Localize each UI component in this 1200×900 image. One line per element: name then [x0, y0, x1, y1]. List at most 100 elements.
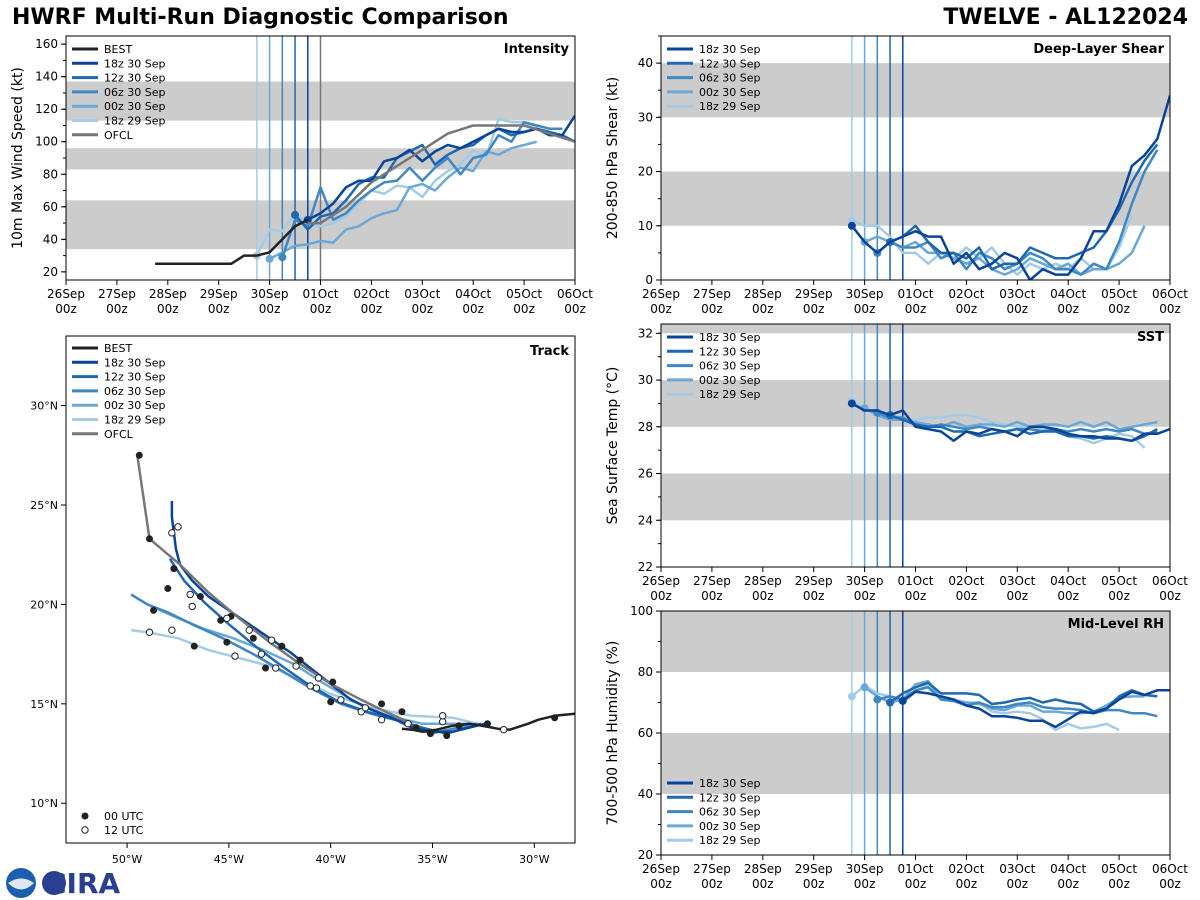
shear-ylabel: 200-850 hPa Shear (kt) — [605, 77, 621, 239]
track-marker-00utc — [164, 585, 172, 593]
intensity-xtick-label-hour: 00z — [564, 302, 586, 316]
sst-xtick-label: 06Oct — [1152, 574, 1188, 588]
shear-ytick-label: 30 — [638, 110, 653, 124]
rh-init-point-18z-30-sep — [898, 696, 907, 705]
shear-xtick-label-hour: 00z — [701, 302, 723, 316]
noaa-wave-icon — [8, 878, 34, 890]
intensity-xtick-label-hour: 00z — [513, 302, 535, 316]
shear-init-point-18z-30-sep — [847, 221, 856, 230]
track-xtick-label: 30°W — [519, 853, 549, 866]
rh-init-point-12z-30-sep — [886, 698, 895, 707]
shear-series-18z-30-sep — [850, 95, 1170, 280]
rh-band-1 — [661, 611, 1170, 672]
sst-xtick-label-hour: 00z — [752, 589, 774, 603]
track-marker-00utc — [196, 592, 204, 600]
shear-series-18z-29-sep — [851, 214, 1133, 276]
storm-id-title: TWELVE - AL122024 — [943, 5, 1188, 30]
intensity-legend-label: 12z 30 Sep — [104, 72, 166, 85]
cira-logo: CIRA — [6, 867, 121, 900]
track-marker-00utc — [551, 714, 559, 722]
shear-xtick-label-hour: 00z — [854, 302, 876, 316]
sst-band-0 — [661, 473, 1170, 521]
track-marker-00utc — [455, 722, 463, 730]
track-marker-12utc — [438, 718, 447, 726]
sst-series-18z-30-sep — [851, 402, 1170, 443]
rh-ytick-label: 100 — [630, 604, 653, 618]
rh-xtick-label-hour: 00z — [854, 877, 876, 891]
shear-xtick-label-hour: 00z — [956, 302, 978, 316]
intensity-series-18z-30-sep — [307, 115, 575, 221]
sst-xtick-label-hour: 00z — [701, 589, 723, 603]
sst-xtick-label-hour: 00z — [905, 589, 927, 603]
track-ytick-label: 25°N — [30, 499, 58, 512]
intensity-xtick-label: 05Oct — [506, 287, 542, 301]
intensity-legend-label: BEST — [104, 43, 132, 56]
shear-xtick-label: 26Sep — [642, 287, 680, 301]
shear-xtick-label-hour: 00z — [1108, 302, 1130, 316]
shear-xtick-label: 02Oct — [948, 287, 984, 301]
track-series-12z-30-sep — [168, 558, 482, 735]
track-frame — [65, 335, 576, 844]
track-marker-00utc — [217, 616, 225, 624]
shear-xtick-label: 29Sep — [795, 287, 833, 301]
intensity-xtick-label: 26Sep — [47, 287, 85, 301]
rh-init-point-00z-30-sep — [860, 683, 869, 692]
intensity-legend-label: 06z 30 Sep — [104, 86, 166, 99]
sst-panel-title: SST — [1137, 330, 1164, 345]
rh-series-18z-30-sep — [902, 689, 1170, 729]
track-marker-00utc — [190, 642, 198, 650]
rh-xtick-label-hour: 00z — [752, 877, 774, 891]
sst-ylabel: Sea Surface Temp (°C) — [605, 367, 621, 525]
track-marker-00utc — [483, 720, 491, 728]
sst-xtick-label-hour: 00z — [650, 589, 672, 603]
sst-band-2 — [661, 324, 1170, 334]
track-legend-label: OFCL — [104, 428, 134, 441]
track-series-best — [401, 712, 575, 733]
rh-xtick-label-hour: 00z — [956, 877, 978, 891]
track-legend-label: 18z 30 Sep — [104, 356, 166, 369]
rh-legend-label: 18z 30 Sep — [699, 777, 761, 790]
rh-xtick-label: 01Oct — [897, 862, 933, 876]
shear-ytick-label: 20 — [638, 165, 653, 179]
track-ytick-label: 20°N — [30, 598, 58, 611]
track-marker-12utc — [231, 652, 239, 660]
sst-legend-label: 18z 29 Sep — [699, 388, 761, 401]
track-xtick-label: 35°W — [417, 853, 447, 866]
intensity-ytick-label: 20 — [43, 265, 58, 279]
intensity-xtick-label: 03Oct — [404, 287, 440, 301]
sst-xtick-label-hour: 00z — [803, 589, 825, 603]
sst-legend-label: 18z 30 Sep — [699, 331, 761, 344]
track-legend-label: 18z 29 Sep — [104, 414, 166, 427]
sst-ytick-label: 32 — [638, 326, 653, 340]
sst-xtick-label: 26Sep — [642, 574, 680, 588]
intensity-xtick-label-hour: 00z — [310, 302, 332, 316]
track-marker-00utc — [296, 656, 304, 664]
track-marker-00utc — [135, 451, 143, 459]
shear-legend-label: 18z 29 Sep — [699, 100, 761, 113]
sst-xtick-label-hour: 00z — [854, 589, 876, 603]
sst-xtick-label-hour: 00z — [956, 589, 978, 603]
shear-legend-label: 18z 30 Sep — [699, 43, 761, 56]
rh-band-0 — [661, 733, 1170, 794]
track-series-18z-29-sep — [131, 629, 494, 729]
track-marker-12utc — [292, 662, 300, 670]
rh-xtick-label: 02Oct — [948, 862, 984, 876]
sst-ytick-label: 22 — [638, 560, 653, 574]
shear-xtick-label-hour: 00z — [1007, 302, 1029, 316]
sst-legend-label: 00z 30 Sep — [699, 374, 761, 387]
track-marker-12utc — [314, 674, 323, 682]
track-ytick-label: 10°N — [30, 797, 58, 810]
figure-title: HWRF Multi-Run Diagnostic Comparison — [12, 5, 509, 30]
rh-xtick-label: 29Sep — [795, 862, 833, 876]
intensity-xtick-label: 27Sep — [98, 287, 136, 301]
sst-xtick-label-hour: 00z — [1108, 589, 1130, 603]
intensity-xtick-label: 30Sep — [251, 287, 289, 301]
track-marker-00utc — [327, 698, 335, 706]
shear-legend-label: 06z 30 Sep — [699, 72, 761, 85]
shear-xtick-label: 01Oct — [897, 287, 933, 301]
sst-xtick-label: 05Oct — [1101, 574, 1137, 588]
rh-xtick-label-hour: 00z — [650, 877, 672, 891]
track-legend-label: BEST — [104, 342, 132, 355]
